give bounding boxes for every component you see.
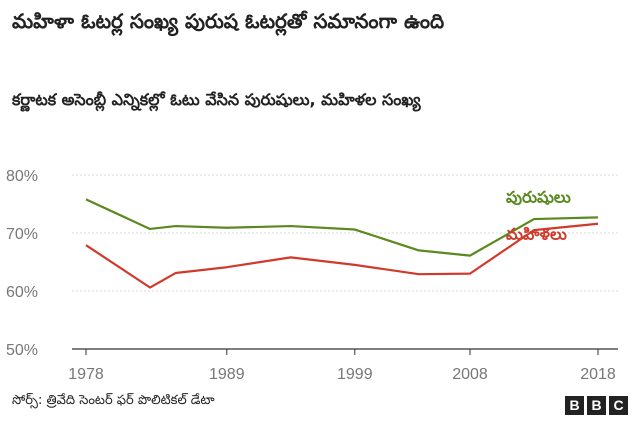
- chart-title: మహిళా ఓటర్ల సంఖ్య పురుష ఓటర్లతో సమానంగా …: [12, 9, 445, 33]
- series-label-women: మహిళలు: [506, 225, 567, 244]
- y-tick-label: 50%: [6, 342, 38, 359]
- chart-subtitle: కర్ణాటక అసెంబ్లీ ఎన్నికల్లో ఓటు వేసిన పు…: [12, 90, 421, 109]
- x-tick-label: 1978: [68, 366, 104, 383]
- series-line-women: [85, 222, 599, 289]
- series-line-men: [85, 198, 599, 257]
- x-tick-label: 1999: [337, 366, 373, 383]
- logo-letter: C: [609, 396, 628, 415]
- footer: సోర్స్: త్రివేది సెంటర్ ఫర్ పొలిటికల్ డే…: [0, 390, 640, 423]
- series-label-men: పురుషులు: [506, 187, 571, 206]
- series-lines: [85, 198, 599, 289]
- x-axis-ticks: 1978 1989 1999 2008 2018: [68, 349, 616, 383]
- source-note: సోర్స్: త్రివేది సెంటర్ ఫర్ పొలిటికల్ డే…: [12, 393, 215, 408]
- y-tick-label: 70%: [6, 226, 38, 243]
- x-tick-label: 1989: [209, 366, 245, 383]
- y-tick-label: 80%: [6, 168, 38, 185]
- logo-letter: B: [587, 396, 606, 415]
- bbc-logo: B B C: [565, 396, 628, 415]
- series-labels: పురుషులు మహిళలు: [506, 187, 571, 243]
- x-tick-label: 2008: [452, 366, 488, 383]
- line-chart: 50% 60% 70% 80% 1978 1989 1999 2008 2018 పురుషు…: [6, 168, 618, 383]
- x-tick-label: 2018: [580, 366, 616, 383]
- y-tick-label: 60%: [6, 284, 38, 301]
- grid-lines: [72, 174, 618, 292]
- logo-letter: B: [565, 396, 584, 415]
- y-axis-ticks: 50% 60% 70% 80%: [6, 168, 38, 359]
